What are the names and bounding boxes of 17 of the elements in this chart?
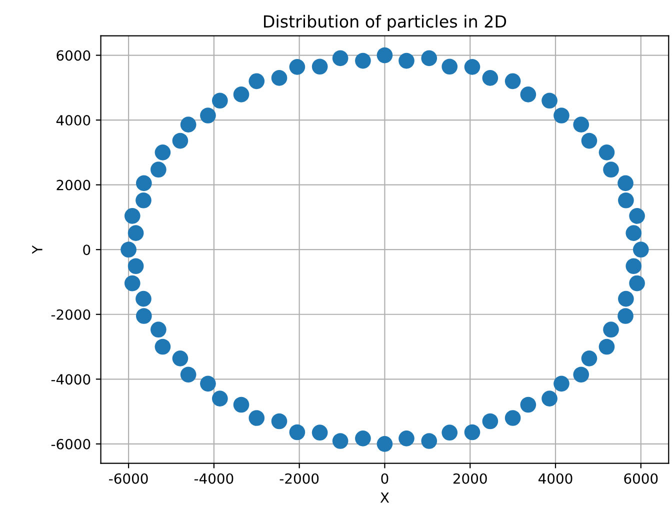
y-tick-label: -4000 <box>51 374 90 385</box>
x-axis-title: X <box>380 492 390 503</box>
x-tick-label: -4000 <box>194 473 234 484</box>
y-axis-title: Y <box>32 245 42 254</box>
y-tick-label: 2000 <box>56 180 90 190</box>
y-tick-label: 6000 <box>56 50 90 61</box>
x-tick-label: 4000 <box>538 473 572 484</box>
y-tick-label: 0 <box>83 244 90 256</box>
y-tick-label: -6000 <box>51 438 90 450</box>
x-tick-label: -6000 <box>109 473 148 484</box>
x-tick-label: 2000 <box>453 473 487 484</box>
x-tick-label: 6000 <box>624 473 658 484</box>
y-tick-label: -2000 <box>51 309 90 320</box>
y-tick-label: 4000 <box>56 115 90 126</box>
x-tick-label: -2000 <box>280 473 319 484</box>
x-tick-label: 0 <box>381 473 388 484</box>
chart-title: Distribution of particles in 2D <box>264 14 506 31</box>
